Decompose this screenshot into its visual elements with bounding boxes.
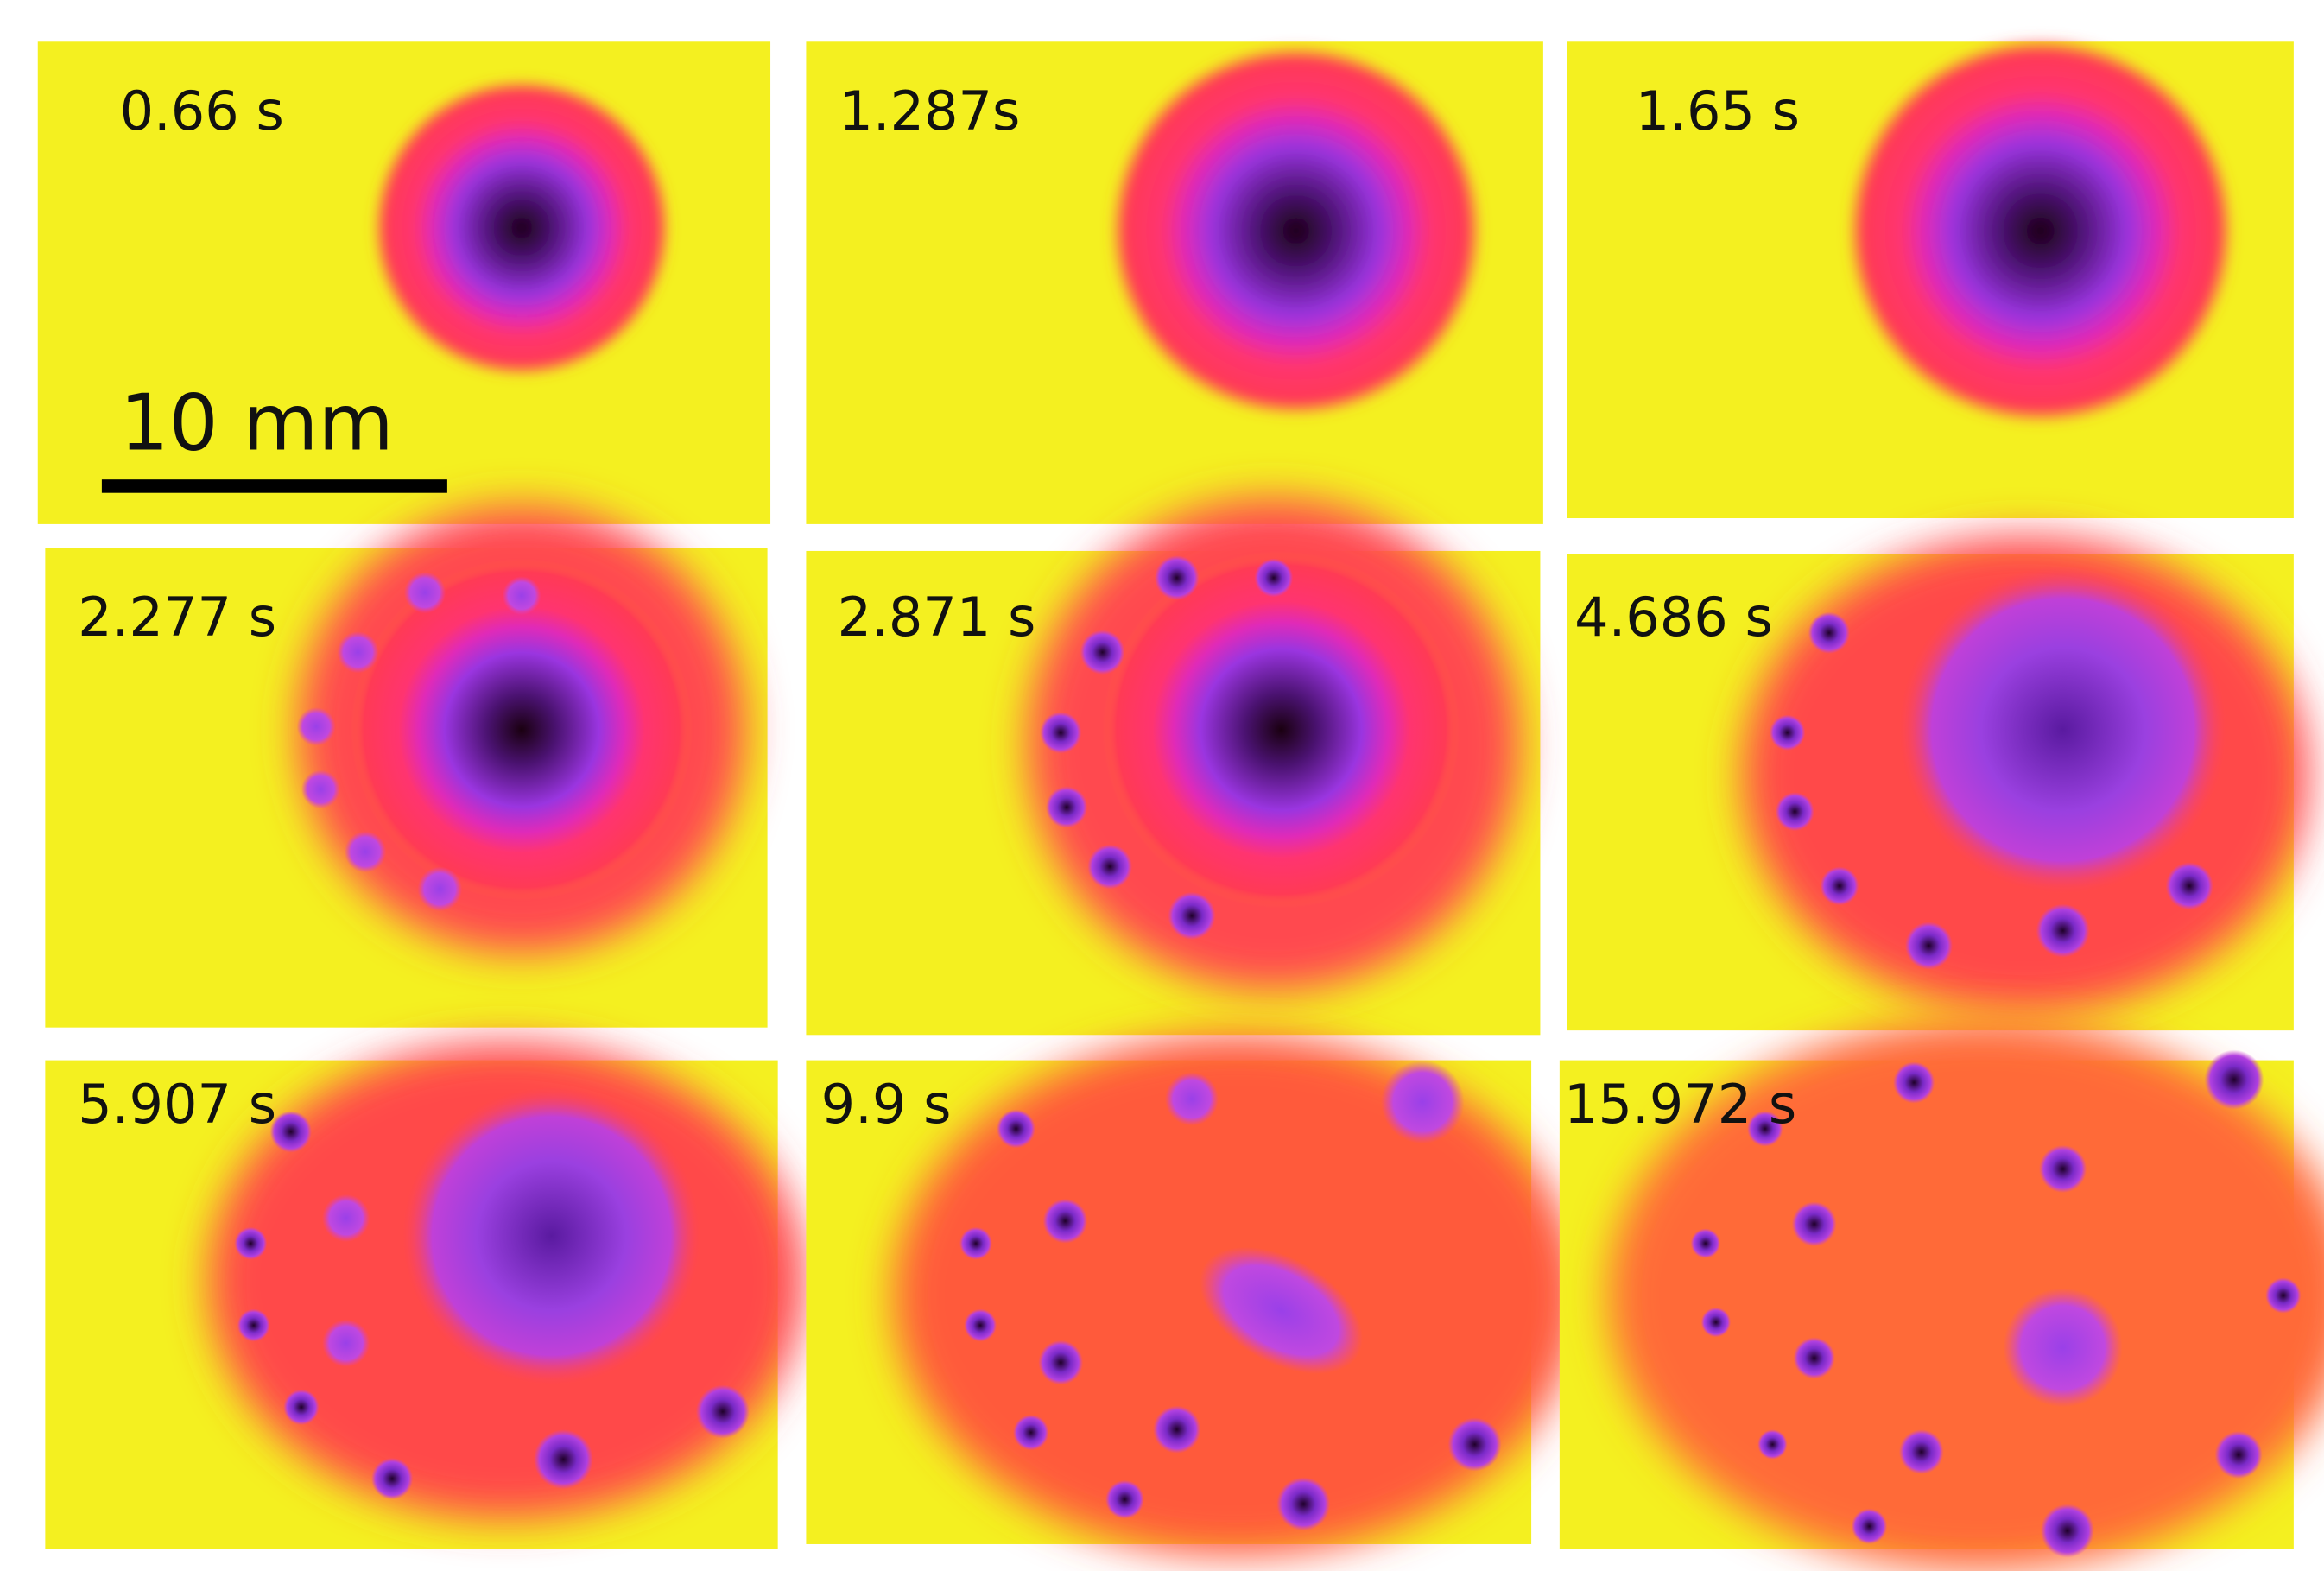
time-label: 2.871 s [838,586,1036,649]
blob [1102,550,1460,909]
blob [372,79,671,377]
time-label: 0.66 s [120,79,284,143]
spots [234,1111,750,1500]
blob [1110,44,1483,417]
time-label: 4.686 s [1574,586,1773,649]
blob [1846,37,2234,425]
blob [350,558,693,902]
scale-bar-label: 10 mm [120,379,394,469]
spots [959,1060,1502,1531]
time-label: 1.287s [839,79,1020,143]
spots [1690,1049,2302,1558]
time-label: 2.277 s [78,586,276,649]
blob [1199,1246,1363,1374]
time-label: 1.65 s [1636,79,1800,143]
spots [296,572,541,912]
blob [2003,1288,2123,1408]
spots [1769,611,2213,970]
blob [402,1086,701,1385]
time-label: 15.972 s [1564,1073,1796,1136]
scale-bar [101,479,447,493]
time-label: 9.9 s [821,1073,952,1136]
spots [1040,555,1294,940]
time-label: 5.907 s [78,1073,276,1136]
blob [1608,1020,2324,1571]
blob [1898,566,2227,894]
